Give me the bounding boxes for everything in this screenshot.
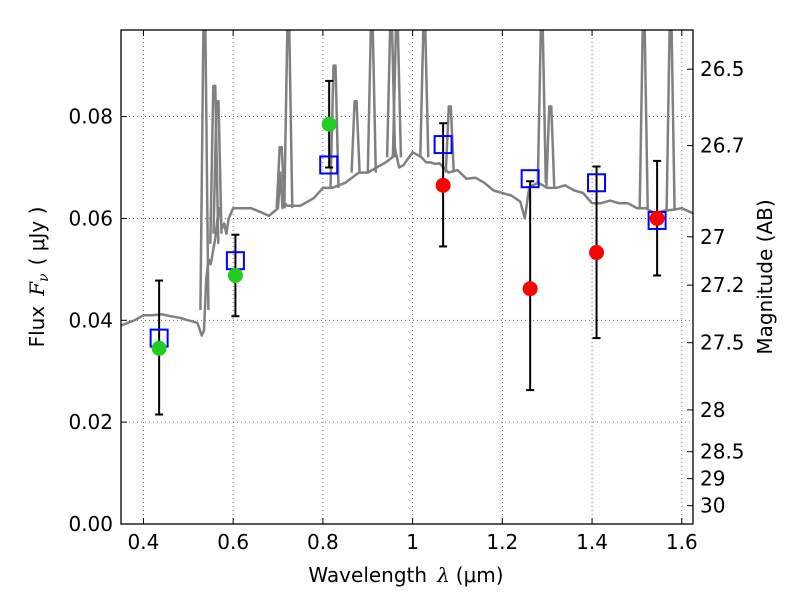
x-tick-label: 1.2 — [486, 530, 518, 554]
x-tick-label: 0.6 — [217, 530, 249, 554]
emission-line — [391, 30, 403, 158]
red-data-point — [589, 245, 605, 261]
x-axis-label-unit: (μm) — [456, 563, 504, 587]
emission-line — [536, 30, 548, 183]
y-tick-label: 0.06 — [68, 206, 113, 230]
grid — [121, 30, 693, 524]
emission-line — [212, 100, 223, 234]
marker-layer — [149, 79, 667, 416]
y-axis-label-prefix: Flux — [25, 306, 49, 348]
green-data-point — [321, 116, 337, 132]
y-axis-label-subscript: ν — [36, 273, 52, 282]
y-tick-label: 0.02 — [68, 410, 113, 434]
series-layer — [121, 30, 693, 337]
y2-tick-label: 30 — [700, 494, 725, 518]
y2-tick-label: 28.5 — [700, 440, 745, 464]
green-data-point — [151, 340, 167, 356]
red-data-point — [522, 281, 538, 297]
spectrum-line — [121, 145, 693, 337]
emission-line — [419, 30, 430, 158]
red-data-point — [435, 177, 451, 193]
ticks: 0.4 0.6 0.8 1 1.2 1.4 1.6 0.00 0.02 0.04 0.06 0.08 2… — [68, 30, 745, 554]
x-tick-label: 1.4 — [576, 530, 608, 554]
green-data-point — [227, 267, 243, 283]
x-axis-label-symbol: λ — [436, 563, 450, 587]
emission-line — [275, 145, 286, 209]
y2-tick-label: 28 — [700, 398, 725, 422]
x-tick-label: 0.8 — [307, 530, 339, 554]
y-tick-label: 0.00 — [68, 512, 113, 536]
x-tick-label: 0.4 — [128, 530, 160, 554]
x-tick-label: 1 — [406, 530, 419, 554]
emission-line — [665, 30, 676, 211]
y-tick-label: 0.04 — [68, 308, 113, 332]
y2-axis-label: Magnitude (AB) — [753, 199, 777, 354]
y2-tick-label: 26.7 — [700, 134, 745, 158]
model-square-marker — [319, 155, 339, 175]
emission-line — [366, 30, 378, 173]
model-square-marker — [520, 169, 540, 189]
y2-tick-label: 27.2 — [700, 273, 745, 297]
x-tick-label: 1.6 — [666, 530, 698, 554]
x-axis-label: Wavelength λ (μm) — [308, 563, 503, 587]
plot-frame — [120, 29, 694, 525]
emission-line — [199, 30, 210, 311]
red-data-point — [649, 210, 665, 226]
model-square-marker — [587, 173, 607, 193]
x-axis-label-prefix: Wavelength — [308, 563, 427, 587]
emission-line — [209, 84, 220, 244]
y2-tick-label: 27.5 — [700, 331, 745, 355]
emission-line — [638, 30, 649, 209]
y-tick-label: 0.08 — [68, 105, 113, 129]
y2-tick-label: 26.5 — [700, 57, 745, 81]
model-square-marker — [433, 135, 453, 155]
emission-line — [283, 30, 294, 209]
y-axis-label: Flux Fν ( μJy ) — [25, 207, 52, 348]
y-axis-label-unit: ( μJy ) — [25, 207, 49, 266]
y2-tick-label: 29 — [700, 467, 725, 491]
emission-line — [350, 100, 361, 173]
y-axis-label-symbol: F — [25, 281, 49, 297]
y2-tick-label: 27 — [700, 225, 725, 249]
emission-line — [545, 105, 556, 188]
